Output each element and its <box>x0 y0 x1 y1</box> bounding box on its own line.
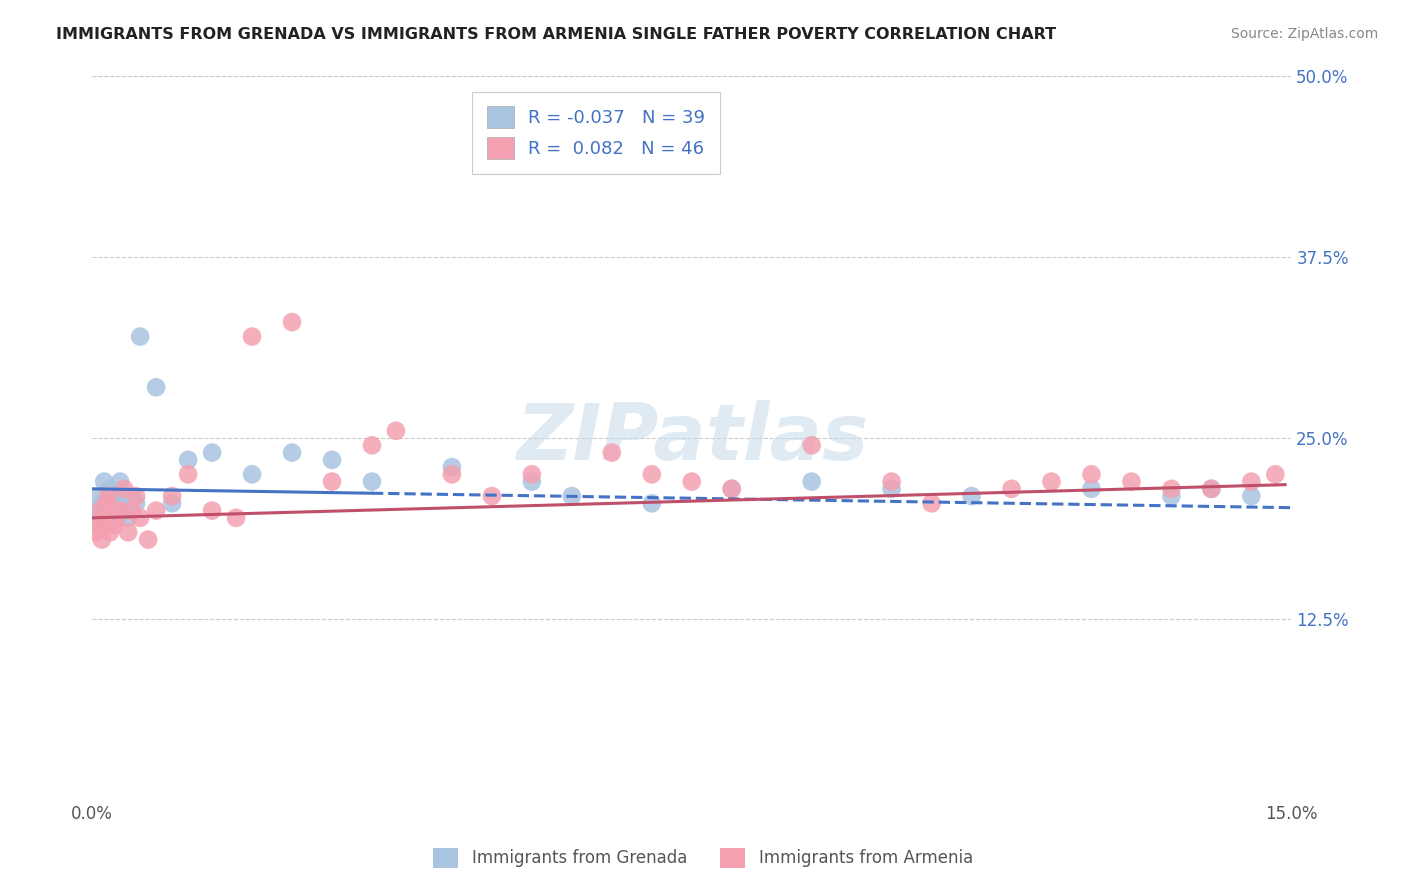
Point <box>103 489 125 503</box>
Point <box>880 482 903 496</box>
Point <box>921 496 943 510</box>
Point <box>98 482 121 496</box>
Point <box>112 482 135 496</box>
Point <box>96 496 118 510</box>
Point <box>145 380 167 394</box>
Point <box>385 424 408 438</box>
Point <box>240 467 263 482</box>
Point <box>117 525 139 540</box>
Point <box>561 489 583 503</box>
Point <box>105 511 128 525</box>
Point <box>240 329 263 343</box>
Point <box>129 511 152 525</box>
Point <box>105 496 128 510</box>
Legend: R = -0.037   N = 39, R =  0.082   N = 46: R = -0.037 N = 39, R = 0.082 N = 46 <box>472 92 720 174</box>
Point <box>201 503 224 517</box>
Point <box>960 489 983 503</box>
Point <box>1264 467 1286 482</box>
Point <box>681 475 703 489</box>
Point <box>117 511 139 525</box>
Point <box>90 533 112 547</box>
Point <box>520 475 543 489</box>
Point <box>107 511 129 525</box>
Point <box>97 503 120 517</box>
Point <box>136 533 159 547</box>
Point <box>160 496 183 510</box>
Point <box>1080 482 1102 496</box>
Point <box>800 475 823 489</box>
Point <box>440 460 463 475</box>
Point <box>177 467 200 482</box>
Point <box>1040 475 1063 489</box>
Point <box>440 467 463 482</box>
Point <box>1080 467 1102 482</box>
Point <box>600 445 623 459</box>
Point <box>720 482 742 496</box>
Point <box>520 467 543 482</box>
Point <box>1201 482 1223 496</box>
Point <box>1160 489 1182 503</box>
Point <box>1160 482 1182 496</box>
Point <box>89 489 111 503</box>
Point <box>1201 482 1223 496</box>
Point <box>121 503 143 517</box>
Point <box>281 445 304 459</box>
Point <box>87 518 110 533</box>
Point <box>1121 475 1143 489</box>
Point <box>321 452 343 467</box>
Point <box>93 511 115 525</box>
Point <box>177 452 200 467</box>
Point <box>87 511 110 525</box>
Point <box>321 475 343 489</box>
Text: IMMIGRANTS FROM GRENADA VS IMMIGRANTS FROM ARMENIA SINGLE FATHER POVERTY CORRELA: IMMIGRANTS FROM GRENADA VS IMMIGRANTS FR… <box>56 27 1056 42</box>
Point <box>361 438 384 452</box>
Point <box>125 496 148 510</box>
Point <box>880 475 903 489</box>
Point <box>201 445 224 459</box>
Point <box>90 496 112 510</box>
Point <box>160 489 183 503</box>
Point <box>129 329 152 343</box>
Text: Source: ZipAtlas.com: Source: ZipAtlas.com <box>1230 27 1378 41</box>
Point <box>800 438 823 452</box>
Point <box>93 475 115 489</box>
Point <box>96 518 118 533</box>
Point <box>97 489 120 503</box>
Point <box>84 525 107 540</box>
Point <box>101 503 124 517</box>
Point <box>361 475 384 489</box>
Point <box>125 489 148 503</box>
Point <box>641 496 664 510</box>
Point <box>225 511 247 525</box>
Point <box>89 503 111 517</box>
Point <box>103 518 125 533</box>
Point <box>1240 475 1263 489</box>
Point <box>108 475 131 489</box>
Legend: Immigrants from Grenada, Immigrants from Armenia: Immigrants from Grenada, Immigrants from… <box>426 841 980 875</box>
Point <box>1000 482 1022 496</box>
Point <box>101 503 124 517</box>
Point <box>84 503 107 517</box>
Point <box>481 489 503 503</box>
Point <box>111 489 134 503</box>
Point <box>121 489 143 503</box>
Text: ZIPatlas: ZIPatlas <box>516 401 868 476</box>
Point <box>145 503 167 517</box>
Point <box>281 315 304 329</box>
Point <box>108 503 131 517</box>
Point <box>1240 489 1263 503</box>
Point <box>98 525 121 540</box>
Point <box>720 482 742 496</box>
Point <box>641 467 664 482</box>
Point <box>112 503 135 517</box>
